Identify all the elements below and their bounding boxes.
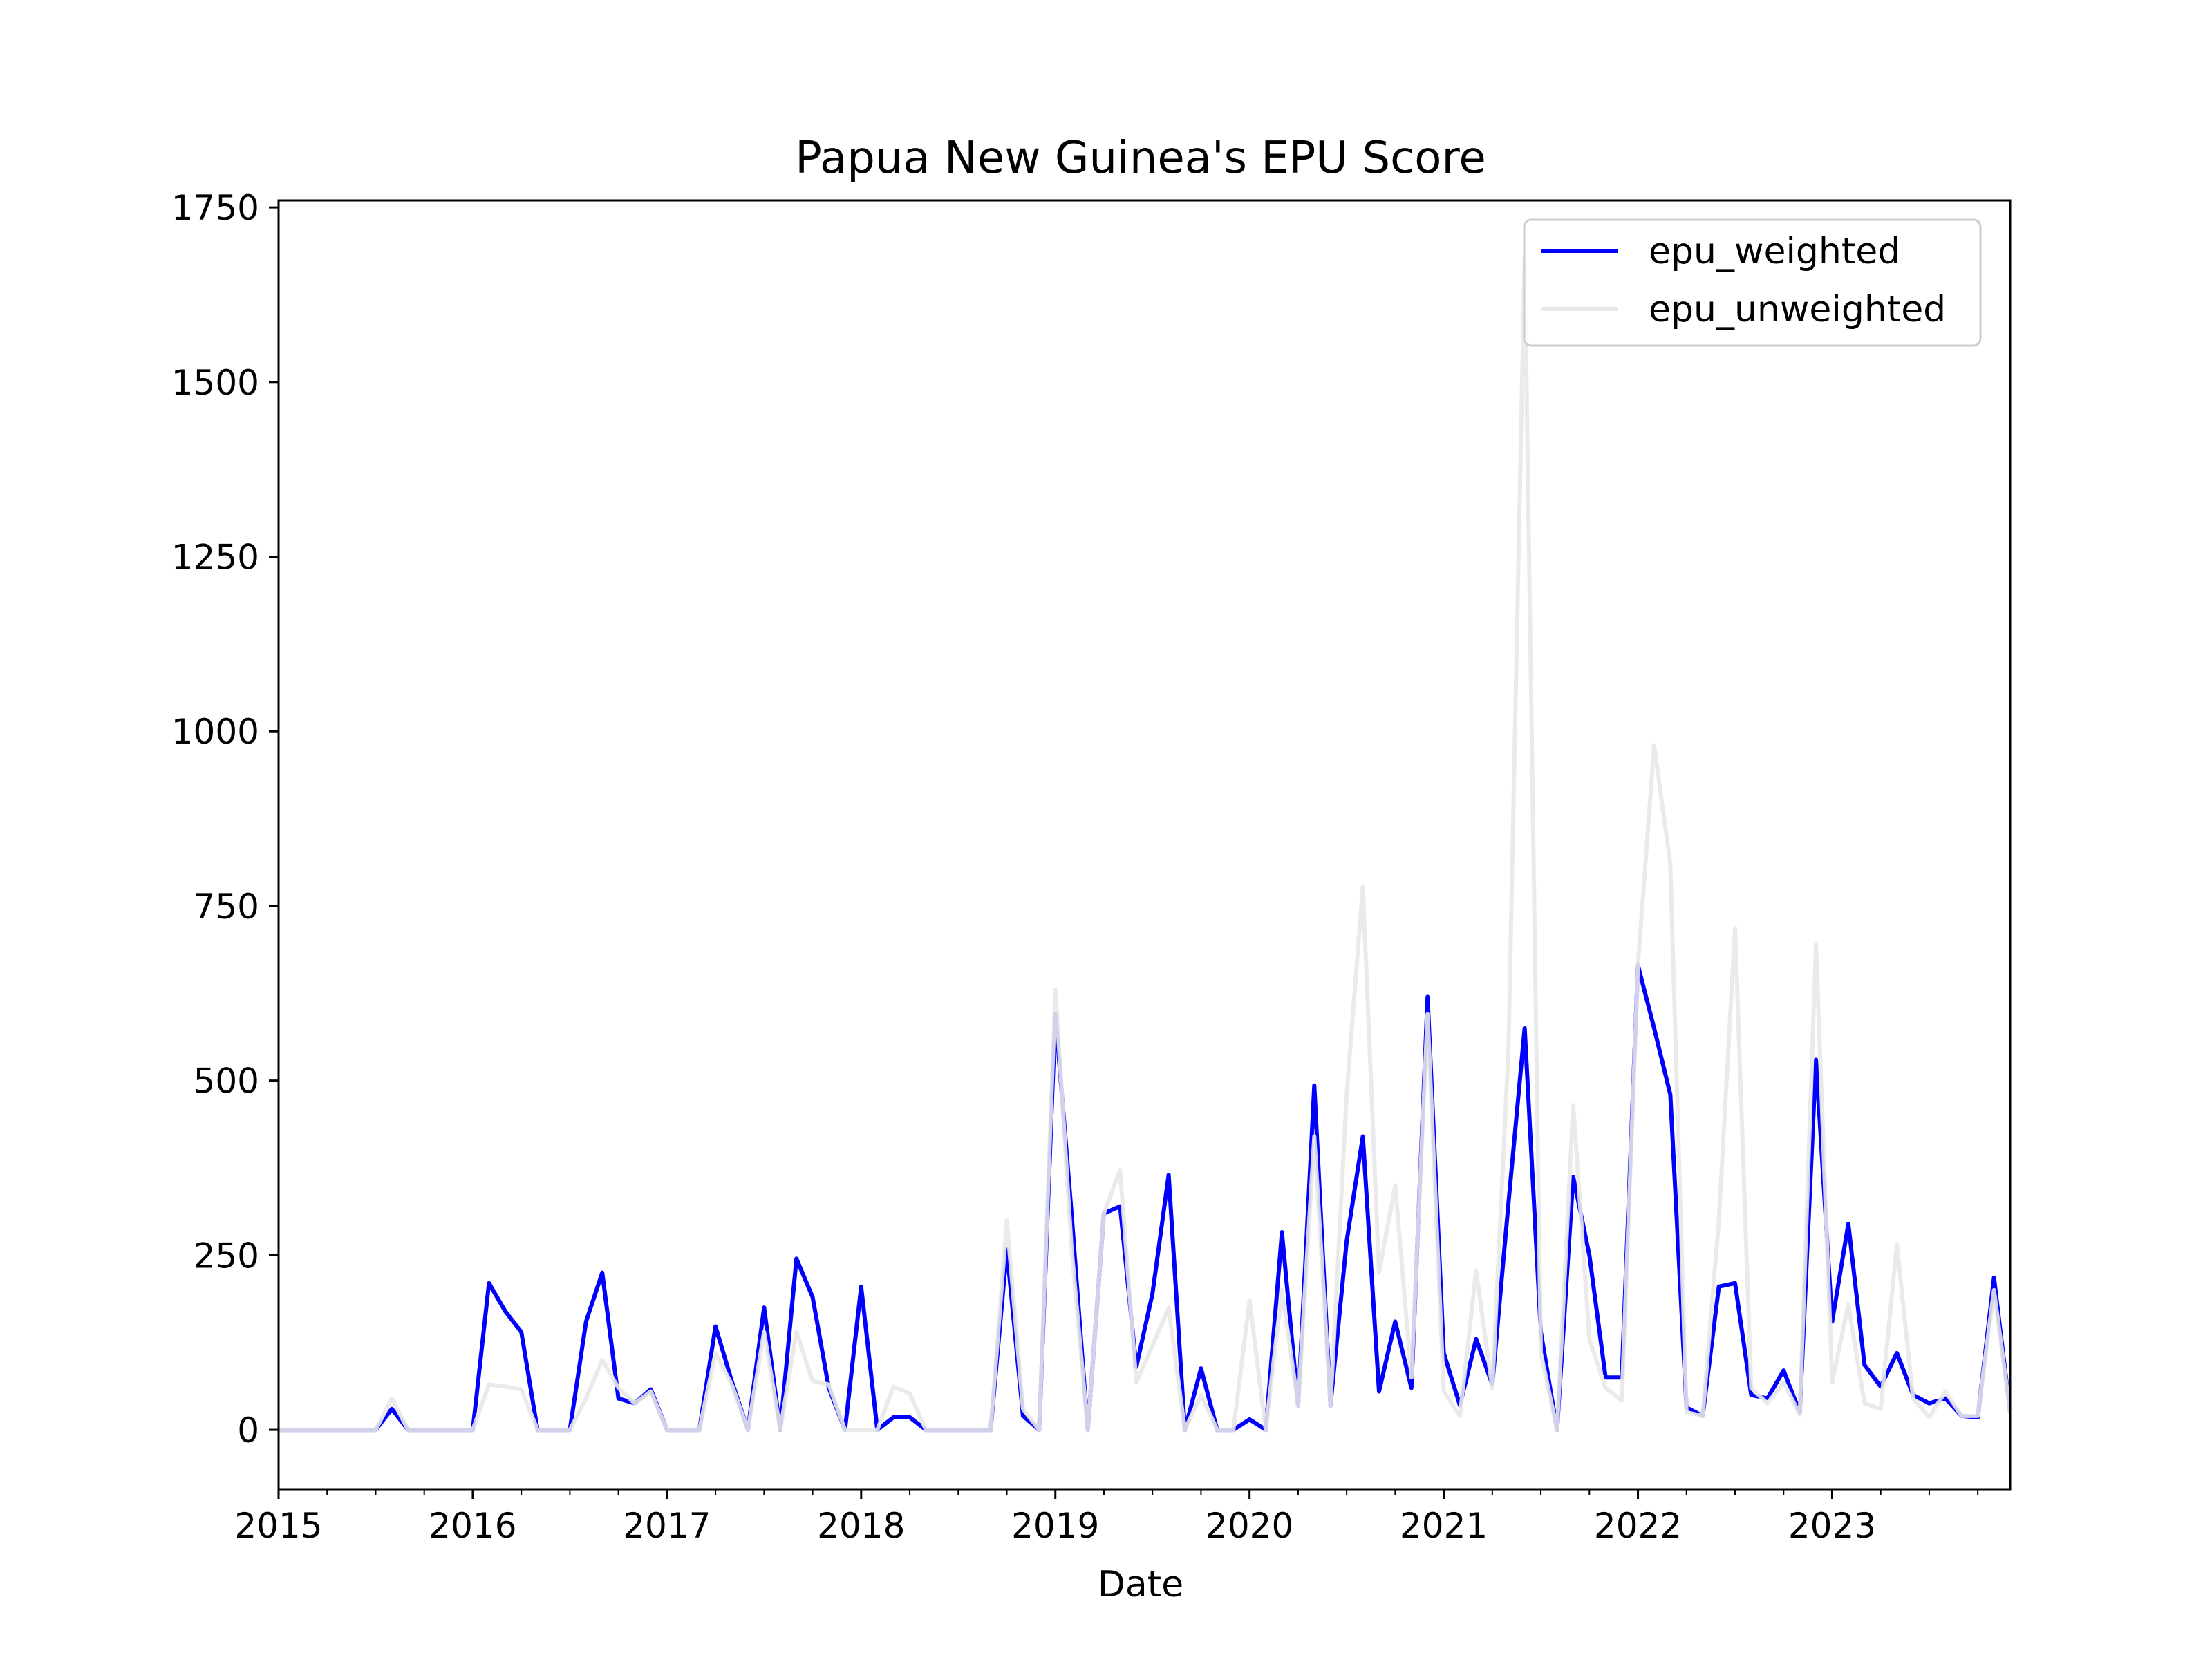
y-tick-label: 1500	[171, 363, 259, 403]
legend-label-epu-weighted: epu_weighted	[1649, 231, 1900, 272]
series-line-epu-unweighted	[279, 254, 2010, 1433]
x-tick-label: 2020	[1206, 1506, 1293, 1546]
y-tick-label: 500	[194, 1061, 259, 1102]
x-tick-label: 2016	[429, 1506, 516, 1546]
plot-area	[279, 254, 2010, 1433]
x-axis-label: Date	[1098, 1564, 1183, 1605]
x-tick-label: 2019	[1011, 1506, 1099, 1546]
x-tick-label: 2015	[234, 1506, 322, 1546]
y-tick-label: 0	[237, 1410, 259, 1451]
x-tick-label: 2022	[1594, 1506, 1682, 1546]
legend-frame	[1523, 218, 1982, 347]
x-tick-label: 2023	[1788, 1506, 1876, 1546]
x-tick-label: 2021	[1400, 1506, 1488, 1546]
legend: epu_weighted epu_unweighted	[1523, 218, 1982, 347]
x-tick-label: 2017	[623, 1506, 711, 1546]
y-tick-label: 250	[194, 1236, 259, 1276]
y-tick-label: 1250	[171, 538, 259, 578]
axes: 0 250 500 750 1000 1250 1500 1750 2015 2016 2017 20…	[171, 188, 2012, 1546]
y-tick-label: 1000	[171, 712, 259, 752]
chart-title: Papua New Guinea's EPU Score	[795, 133, 1485, 184]
y-tick-label: 1750	[171, 188, 259, 228]
plot-frame	[277, 199, 2012, 1491]
y-tick-label: 750	[194, 887, 259, 927]
x-tick-label: 2018	[817, 1506, 905, 1546]
legend-label-epu-unweighted: epu_unweighted	[1649, 289, 1946, 330]
